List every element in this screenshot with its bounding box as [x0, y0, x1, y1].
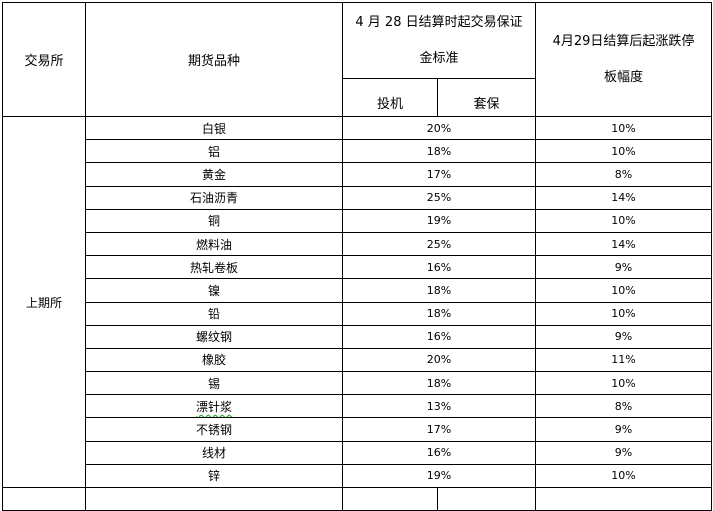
table-row: 漂针浆 13% 8% [3, 394, 712, 419]
product-name: 锌 [207, 469, 220, 484]
product-cell: 锡 [85, 371, 343, 396]
margin-cell: 18% [342, 371, 536, 396]
product-cell: 橡胶 [85, 347, 343, 373]
limit-cell: 9% [535, 417, 712, 442]
product-cell: 黄金 [85, 162, 343, 187]
header-limit-line2: 板幅度 [603, 69, 643, 85]
limit-cell: 8% [535, 162, 712, 187]
product-cell: 铜 [85, 208, 343, 233]
product-name: 铅 [207, 307, 220, 322]
margin-cell: 20% [342, 115, 536, 141]
limit-cell: 11% [535, 347, 712, 373]
table-row: 上期所 白银 20% 10% [2, 115, 712, 488]
limit-cell: 8% [535, 394, 712, 419]
margin-cell: 17% [342, 417, 536, 442]
table-row: 锡 18% 10% [3, 371, 712, 396]
margin-cell: 18% [342, 301, 536, 326]
product-name: 铜 [207, 214, 220, 229]
margin-cell: 17% [342, 162, 536, 187]
margin-cell: 16% [342, 440, 536, 465]
product-cell: 镍 [85, 278, 343, 303]
product-name: 燃料油 [195, 237, 232, 252]
product-cell: 燃料油 [85, 231, 343, 257]
product-name: 镍 [207, 283, 220, 298]
table-row: 石油沥青 25% 14% [3, 185, 712, 210]
product-cell: 线材 [85, 440, 343, 465]
limit-cell: 9% [535, 440, 712, 465]
margin-cell: 20% [342, 347, 536, 373]
product-name: 橡胶 [201, 353, 226, 368]
limit-cell: 10% [535, 371, 712, 396]
empty-cell [85, 487, 343, 511]
product-name: 黄金 [201, 167, 226, 182]
product-name: 螺纹钢 [195, 330, 232, 345]
header-speculation: 投机 [342, 78, 438, 117]
empty-cell [2, 487, 86, 511]
table-row: 燃料油 25% 14% [3, 231, 712, 257]
product-name: 锡 [207, 376, 220, 391]
product-cell: 漂针浆 [85, 394, 343, 419]
table-row: 线材 16% 9% [3, 440, 712, 465]
limit-cell: 14% [535, 185, 712, 210]
product-cell: 石油沥青 [85, 185, 343, 210]
header-limit-line1: 4月29日结算后起涨跌停 [552, 33, 695, 49]
empty-cell [535, 487, 712, 511]
table-row: 铝 18% 10% [3, 139, 712, 164]
limit-cell: 10% [535, 278, 712, 303]
product-name: 漂针浆 [195, 399, 232, 414]
header-exchange: 交易所 [2, 2, 86, 117]
product-cell: 不锈钢 [85, 417, 343, 442]
table-row: 锌 19% 10% [3, 463, 712, 489]
limit-cell: 9% [535, 324, 712, 349]
table-row: 螺纹钢 16% 9% [3, 324, 712, 349]
limit-cell: 10% [535, 115, 712, 141]
margin-cell: 13% [342, 394, 536, 419]
margin-cell: 18% [342, 139, 536, 164]
product-name: 不锈钢 [195, 423, 232, 438]
table-row: 黄金 17% 8% [3, 162, 712, 187]
product-cell: 白银 [85, 115, 343, 141]
limit-cell: 10% [535, 463, 712, 489]
margin-cell: 25% [342, 185, 536, 210]
product-cell: 热轧卷板 [85, 255, 343, 280]
product-cell: 锌 [85, 463, 343, 489]
limit-cell: 10% [535, 139, 712, 164]
header-limit: 4月29日结算后起涨跌停 板幅度 [535, 2, 712, 117]
product-name: 热轧卷板 [189, 260, 238, 275]
table-row: 铜 19% 10% [3, 208, 712, 233]
exchange-cell: 上期所 [2, 116, 86, 488]
header-hedging: 套保 [437, 78, 536, 117]
margin-cell: 16% [342, 324, 536, 349]
table-row: 橡胶 20% 11% [3, 347, 712, 373]
product-name: 线材 [201, 446, 226, 461]
margin-cell: 19% [342, 463, 536, 489]
header-margin: 4 月 28 日结算时起交易保证 金标准 [342, 2, 536, 79]
margin-cell: 19% [342, 208, 536, 233]
product-name: 白银 [201, 121, 226, 136]
product-name: 铝 [207, 144, 220, 159]
empty-cell [342, 487, 438, 511]
table-row: 不锈钢 17% 9% [3, 417, 712, 442]
header-margin-line1: 4 月 28 日结算时起交易保证 [355, 14, 523, 30]
product-name: 石油沥青 [189, 191, 238, 206]
margin-cell: 25% [342, 231, 536, 257]
limit-cell: 14% [535, 231, 712, 257]
table-row: 铅 18% 10% [3, 301, 712, 326]
table-row-partial [2, 487, 712, 511]
margin-cell: 18% [342, 278, 536, 303]
header-product: 期货品种 [85, 2, 343, 117]
limit-cell: 9% [535, 255, 712, 280]
margin-cell: 16% [342, 255, 536, 280]
limit-cell: 10% [535, 301, 712, 326]
empty-cell [437, 487, 536, 511]
product-cell: 铅 [85, 301, 343, 326]
header-margin-line2: 金标准 [419, 50, 459, 66]
product-cell: 螺纹钢 [85, 324, 343, 349]
product-cell: 铝 [85, 139, 343, 164]
limit-cell: 10% [535, 208, 712, 233]
table-row: 热轧卷板 16% 9% [3, 255, 712, 280]
table-row: 镍 18% 10% [3, 278, 712, 303]
